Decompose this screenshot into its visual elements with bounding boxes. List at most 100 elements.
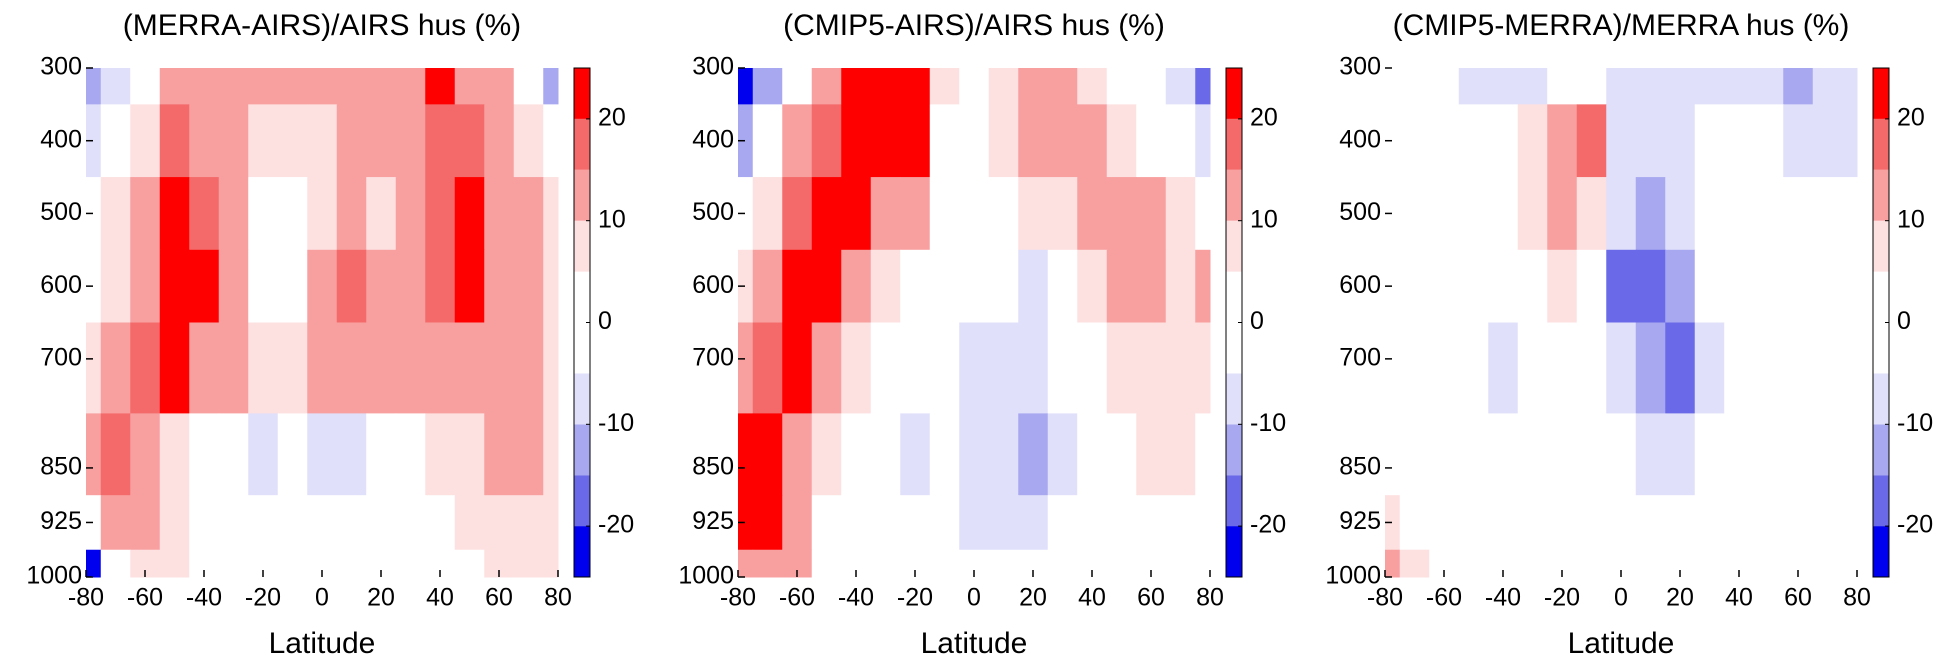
cell [1077,177,1108,251]
cell [395,104,426,178]
cell [1077,249,1108,323]
cell [86,549,102,578]
cell [1842,104,1858,178]
cell [425,322,456,414]
colorbar-tick-label: -10 [1250,409,1286,437]
cell [189,68,220,105]
cell [1753,413,1784,496]
colorbar-tick-label: 10 [1897,205,1925,233]
chart-title: (CMIP5-MERRA)/MERRA hus (%) [1393,9,1850,42]
cell [307,68,338,105]
cell [1576,322,1607,414]
cell [870,413,901,496]
cell [1429,177,1460,251]
cell [1694,549,1725,578]
y-tick-label: 600 [692,271,734,299]
cell [841,322,872,414]
cell [1018,104,1049,178]
cell [454,177,485,251]
cell [841,413,872,496]
cell [307,177,338,251]
colorbar-band [1873,271,1889,374]
cell [1517,495,1548,551]
cell [1783,68,1814,105]
colorbar-band [1873,373,1889,425]
cell [248,177,279,251]
x-tick-label: -60 [127,584,163,612]
cell [307,104,338,178]
cell [454,413,485,496]
cell [1517,249,1548,323]
cell [988,495,1019,551]
cell [1753,322,1784,414]
cell [1106,549,1137,578]
cell [1694,322,1725,414]
y-tick-label: 400 [692,125,734,153]
cell [218,549,249,578]
cell [1165,249,1196,323]
cell [189,322,220,414]
cell [513,104,544,178]
cell [130,249,161,323]
cell [513,549,544,578]
cell [1783,413,1814,496]
x-tick-label: 40 [426,584,454,612]
colorbar-tick-label: -20 [1250,511,1286,539]
cell [738,322,754,414]
colorbar-band [574,271,590,374]
x-tick-label: -20 [245,584,281,612]
cell [1753,549,1784,578]
cell [1077,104,1108,178]
cell [248,68,279,105]
cell [130,104,161,178]
cell [277,104,308,178]
cell [159,104,190,178]
cell [1635,549,1666,578]
x-tick-label: -40 [838,584,874,612]
cell [1753,177,1784,251]
cell [130,413,161,496]
x-tick-label: -80 [720,584,756,612]
cell [277,249,308,323]
colorbar-band [574,526,590,577]
cell [1195,413,1211,496]
cell [248,249,279,323]
cell [543,68,559,105]
cell [1842,68,1858,105]
colorbar-band [1873,169,1889,221]
cell [336,413,367,496]
cell [1488,495,1519,551]
x-tick-label: -60 [779,584,815,612]
cell [1576,249,1607,323]
cell [1606,104,1637,178]
cell [218,68,249,105]
cell [100,177,131,251]
cell [1458,68,1489,105]
cell [782,177,813,251]
cell [159,68,190,105]
cell [1547,495,1578,551]
cell [1812,413,1843,496]
cell [1812,177,1843,251]
y-tick-label: 500 [1339,198,1381,226]
cell [543,249,559,323]
cell [218,322,249,414]
y-tick-label: 300 [40,53,82,81]
colorbar-tick-label: -20 [598,511,634,539]
colorbar-band [574,220,590,272]
cell [425,104,456,178]
cell [86,68,102,105]
cell [543,322,559,414]
cell [1842,177,1858,251]
cell [1488,249,1519,323]
cell [484,104,515,178]
cell [988,177,1019,251]
cell [1458,322,1489,414]
colorbar-tick-label: -10 [598,409,634,437]
cell [1385,322,1401,414]
cell [484,249,515,323]
cell [1195,177,1211,251]
cell [1842,249,1858,323]
colorbar-band [1873,475,1889,527]
cell [366,413,397,496]
